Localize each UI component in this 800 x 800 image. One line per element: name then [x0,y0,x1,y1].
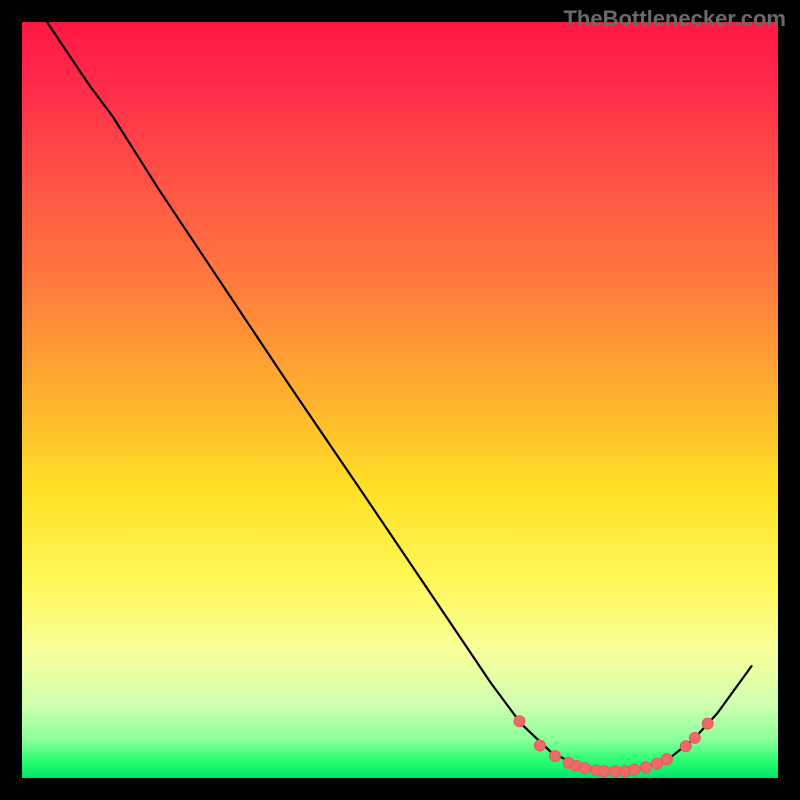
marker-point [549,751,560,762]
marker-point [534,740,545,751]
bottleneck-chart [0,0,800,800]
marker-point [652,758,663,769]
marker-point [661,754,672,765]
marker-point [680,741,691,752]
marker-point [702,718,713,729]
marker-point [689,732,700,743]
plot-background [22,22,778,778]
marker-point [640,762,651,773]
marker-point [599,766,610,777]
marker-point [514,716,525,727]
chart-root: TheBottlenecker.com [0,0,800,800]
marker-point [629,764,640,775]
watermark-text: TheBottlenecker.com [563,6,786,32]
marker-point [580,763,591,774]
